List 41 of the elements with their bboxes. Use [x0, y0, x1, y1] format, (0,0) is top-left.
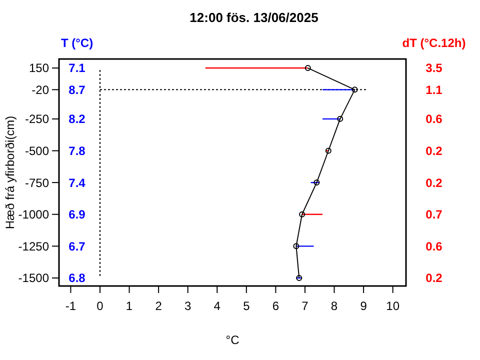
x-tick-label: 5	[243, 299, 250, 313]
x-tick-label: 7	[302, 299, 309, 313]
chart-title: 12:00 fös. 13/06/2025	[190, 10, 318, 25]
annotation: 7.1	[68, 61, 86, 76]
x-tick-label: 6	[272, 299, 280, 313]
x-tick-label: 2	[155, 299, 162, 313]
y-tick-label: -1250	[18, 239, 50, 254]
y-axis-title: Hæð frá yfirborði(cm)	[3, 116, 17, 230]
annotation: 6.9	[68, 208, 86, 222]
y-tick-label: -500	[24, 144, 50, 158]
annotation: 6.7	[68, 239, 86, 254]
text: 0.2	[426, 176, 443, 190]
text: 0.2	[426, 144, 443, 158]
y-tick-label: -750	[24, 176, 50, 190]
annotation: 8.7	[68, 82, 86, 97]
x-tick-label: 8	[330, 299, 338, 313]
y-tick-label: -20	[32, 82, 50, 97]
text: T (°C)	[60, 36, 94, 50]
y-tick-label: -1000	[18, 208, 50, 222]
x-tick-label: -1	[65, 299, 76, 313]
annotation: 8.2	[68, 112, 86, 126]
text: 0.7	[426, 208, 443, 222]
x-tick-label: 4	[214, 299, 221, 313]
annotation: 7.4	[68, 176, 86, 190]
x-tick-label: 3	[184, 299, 192, 313]
x-axis-title: °C	[226, 333, 240, 347]
x-tick-label: 9	[360, 299, 368, 313]
y-tick-label: 150	[28, 61, 50, 76]
y-tick-label: -250	[24, 112, 50, 126]
text: 0.6	[426, 239, 443, 254]
y-tick-label: -1500	[18, 271, 50, 286]
text: dT (°C.12h)	[402, 36, 466, 50]
x-tick-label: 10	[386, 299, 400, 313]
text: 0.2	[426, 271, 443, 286]
x-tick-label: 0	[96, 299, 104, 313]
text: 0.6	[426, 112, 443, 126]
annotation: 6.8	[68, 271, 86, 286]
text: 1.1	[426, 82, 443, 97]
text: 3.5	[426, 61, 443, 76]
annotation: 7.8	[68, 144, 86, 158]
x-tick-label: 1	[126, 299, 133, 313]
